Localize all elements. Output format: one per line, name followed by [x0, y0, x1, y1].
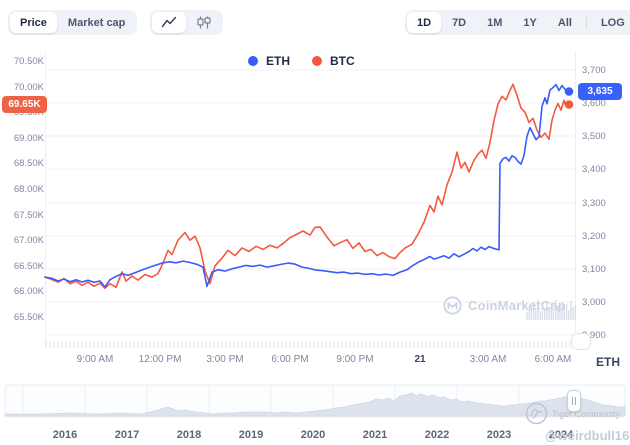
- btc-last-price-badge: 69.65K: [2, 96, 47, 114]
- metric-tab-price[interactable]: Price: [10, 12, 57, 33]
- right-axis-tick-label: 3,700: [582, 65, 606, 76]
- range-tab-7d[interactable]: 7D: [452, 16, 467, 29]
- series-eth: [44, 83, 574, 288]
- x-axis-tick-label: 3:00 PM: [206, 354, 244, 365]
- x-axis-tick-label: 6:00 PM: [271, 354, 309, 365]
- tiger-community-watermark-text: Tiger Community: [552, 408, 621, 419]
- x-axis-tick-label: 9:00 PM: [336, 354, 374, 365]
- legend-item-btc[interactable]: BTC: [312, 54, 355, 68]
- x-axis-tick-label: 12:00 PM: [138, 354, 182, 365]
- minor-tick-strip: [45, 341, 571, 348]
- range-tab-all[interactable]: All: [557, 16, 572, 29]
- navigator-year-label: 2016: [52, 429, 78, 441]
- legend-dot-btc: [312, 56, 322, 66]
- coinmarketcap-watermark: CoinMarketCap: [443, 296, 566, 315]
- legend-dot-eth: [248, 56, 258, 66]
- left-axis-tick-label: 68.00K: [13, 184, 44, 195]
- line-chart-icon: [161, 16, 177, 28]
- tiger-community-watermark: Tiger Community: [525, 402, 620, 425]
- right-axis-currency-label: ETH: [596, 355, 620, 369]
- left-axis-tick-label: 66.00K: [13, 286, 44, 297]
- range-tab-1d[interactable]: 1D: [407, 12, 442, 33]
- tiger-community-logo-icon: [525, 402, 548, 425]
- eth-last-price-badge: 3,635: [578, 83, 622, 101]
- series-line-btc: [44, 83, 569, 290]
- navigator-year-label: 2019: [238, 429, 264, 441]
- coinmarketcap-watermark-text: CoinMarketCap: [468, 298, 566, 313]
- range-tab-1m[interactable]: 1M: [487, 16, 503, 29]
- right-axis-tick-label: 3,600: [582, 98, 606, 109]
- navigator-year-label: 2023: [486, 429, 512, 441]
- left-axis-tick-label: 66.50K: [13, 261, 44, 272]
- legend-label: ETH: [266, 54, 290, 68]
- right-axis-tick-label: 2,900: [582, 330, 606, 341]
- navigator: [4, 384, 626, 418]
- x-axis-tick-label: 21: [414, 354, 426, 365]
- x-axis-tick-label: 9:00 AM: [76, 354, 114, 365]
- right-axis-tick-label: 3,300: [582, 198, 606, 209]
- user-watermark: @weirdbull1669: [545, 428, 630, 443]
- left-axis-tick-label: 65.50K: [13, 312, 44, 323]
- legend: ETH BTC: [248, 54, 355, 68]
- legend-label: BTC: [330, 54, 355, 68]
- gridlines: [45, 69, 575, 336]
- series-end-dot-eth: [564, 87, 574, 96]
- coinmarketcap-logo-icon: [443, 296, 462, 315]
- navigator-year-label: 2021: [362, 429, 388, 441]
- right-axis-tick-label: 3,200: [582, 231, 606, 242]
- navigator-year-label: 2022: [424, 429, 450, 441]
- series-line-eth: [44, 83, 569, 288]
- chart-type-toggle-group: [150, 10, 223, 35]
- left-axis-tick-label: 70.50K: [13, 56, 44, 67]
- metric-toggle-group: Price Market cap: [8, 10, 138, 35]
- legend-item-eth[interactable]: ETH: [248, 54, 290, 68]
- right-axis-tick-label: 3,000: [582, 297, 606, 308]
- left-axis-tick-label: 67.50K: [13, 210, 44, 221]
- right-axis-tick-label: 3,500: [582, 131, 606, 142]
- navigator-year-label: 2018: [176, 429, 202, 441]
- log-scale-button[interactable]: LOG: [600, 16, 625, 29]
- left-axis-tick-label: 68.50K: [13, 158, 44, 169]
- chart-type-tab[interactable]: [152, 12, 186, 33]
- navigator-area-chart: [4, 392, 626, 417]
- x-axis-tick-label: 6:00 AM: [534, 354, 572, 365]
- metric-tab-market-cap[interactable]: Market cap: [67, 16, 126, 29]
- range-tab-1y[interactable]: 1Y: [523, 16, 537, 29]
- navigator-year-label: 2020: [300, 429, 326, 441]
- navigator-year-label: 2017: [114, 429, 140, 441]
- divider: [585, 16, 587, 29]
- left-axis-tick-label: 69.00K: [13, 133, 44, 144]
- navigator-year-label: 2024: [548, 429, 574, 441]
- right-axis-tick-label: 3,100: [582, 264, 606, 275]
- barcode-watermark: [526, 300, 577, 320]
- range-end-drag-handle[interactable]: [571, 333, 591, 350]
- candlestick-icon: [197, 16, 211, 29]
- right-axis-tick-label: 3,400: [582, 164, 606, 175]
- left-axis-tick-label: 67.00K: [13, 235, 44, 246]
- navigator-drag-handle[interactable]: [567, 390, 581, 412]
- series-btc: [44, 83, 574, 290]
- left-axis-tick-label: 70.00K: [13, 82, 44, 93]
- chart-type-tab[interactable]: [187, 12, 221, 33]
- range-toggle-group: 1D 7D 1M 1Y All LOG: [405, 10, 630, 35]
- x-axis-tick-label: 3:00 AM: [469, 354, 507, 365]
- series-end-dot-btc: [564, 100, 574, 109]
